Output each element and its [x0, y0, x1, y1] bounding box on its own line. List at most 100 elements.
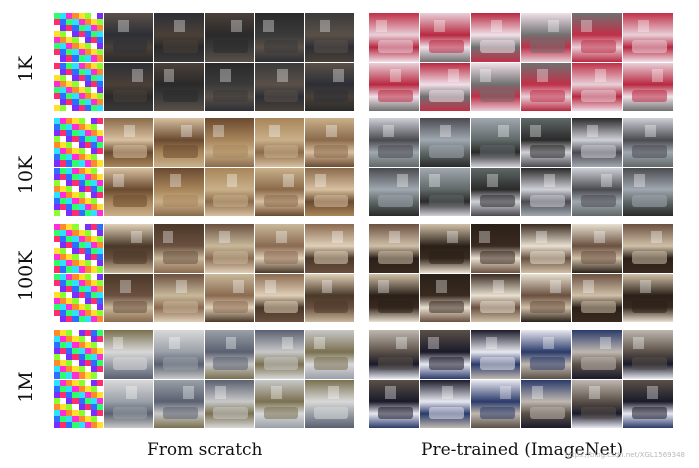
from-scratch-grid-row — [54, 13, 354, 111]
sample-image-tile — [369, 273, 419, 322]
sample-image-tile — [104, 224, 154, 273]
sample-image-tile — [104, 273, 154, 322]
pretrained-grid-row — [369, 13, 673, 111]
sample-image-tile — [419, 273, 470, 322]
sample-image-tile — [572, 167, 623, 216]
sample-image-tile — [254, 330, 304, 379]
sample-image-tile — [154, 62, 204, 111]
sample-image-tile — [419, 62, 470, 111]
sample-image-tile — [154, 167, 204, 216]
sample-image-tile — [419, 330, 470, 379]
sample-image-tile — [572, 379, 623, 428]
sample-image-tile — [521, 62, 572, 111]
sample-image-tile — [304, 62, 354, 111]
sample-image-tile — [54, 13, 104, 62]
sample-image-tile — [623, 118, 673, 167]
sample-image-tile — [154, 118, 204, 167]
sample-image-tile — [623, 224, 673, 273]
sample-image-tile — [104, 379, 154, 428]
sample-image-tile — [623, 13, 673, 62]
sample-image-tile — [419, 379, 470, 428]
sample-image-tile — [623, 167, 673, 216]
pretrained-grid-row — [369, 118, 673, 216]
sample-image-tile — [54, 273, 104, 322]
from-scratch-grid-row — [54, 224, 354, 322]
sample-image-tile — [54, 379, 104, 428]
sample-image-tile — [304, 167, 354, 216]
sample-image-tile — [254, 167, 304, 216]
row-label-1k: 1K — [15, 55, 37, 83]
sample-image-tile — [419, 13, 470, 62]
sample-image-tile — [54, 224, 104, 273]
sample-image-tile — [521, 379, 572, 428]
sample-image-tile — [572, 13, 623, 62]
watermark: https://blog.csdn.net/XGL1569348 — [564, 451, 685, 459]
sample-image-tile — [572, 273, 623, 322]
sample-image-tile — [304, 224, 354, 273]
sample-image-tile — [572, 118, 623, 167]
sample-image-tile — [521, 167, 572, 216]
sample-image-tile — [623, 330, 673, 379]
sample-image-tile — [470, 273, 521, 322]
sample-image-tile — [204, 118, 254, 167]
sample-image-tile — [204, 62, 254, 111]
sample-image-tile — [104, 167, 154, 216]
sample-image-tile — [623, 379, 673, 428]
sample-image-tile — [470, 62, 521, 111]
sample-image-tile — [521, 13, 572, 62]
sample-image-tile — [304, 13, 354, 62]
from-scratch-grid-row — [54, 118, 354, 216]
sample-image-tile — [154, 224, 204, 273]
sample-image-tile — [154, 273, 204, 322]
sample-image-tile — [104, 118, 154, 167]
sample-image-tile — [369, 330, 419, 379]
sample-image-tile — [154, 13, 204, 62]
row-label-100k: 100K — [15, 250, 37, 301]
caption-from-scratch: From scratch — [147, 440, 263, 460]
sample-image-tile — [419, 167, 470, 216]
sample-image-tile — [104, 13, 154, 62]
sample-image-tile — [154, 379, 204, 428]
sample-image-tile — [369, 167, 419, 216]
sample-image-tile — [304, 379, 354, 428]
sample-image-tile — [623, 62, 673, 111]
sample-image-tile — [521, 273, 572, 322]
sample-image-tile — [204, 13, 254, 62]
from-scratch-grid-row — [54, 330, 354, 428]
sample-image-tile — [369, 118, 419, 167]
sample-image-tile — [104, 62, 154, 111]
sample-image-tile — [470, 330, 521, 379]
sample-image-tile — [304, 273, 354, 322]
row-label-10k: 10K — [15, 155, 37, 195]
sample-image-tile — [572, 224, 623, 273]
sample-image-tile — [254, 118, 304, 167]
sample-image-tile — [470, 167, 521, 216]
pretrained-grid-row — [369, 224, 673, 322]
sample-image-tile — [419, 224, 470, 273]
sample-image-tile — [204, 167, 254, 216]
sample-image-tile — [470, 13, 521, 62]
sample-image-tile — [54, 167, 104, 216]
sample-image-tile — [369, 224, 419, 273]
pretrained-grid-row — [369, 330, 673, 428]
sample-image-tile — [304, 118, 354, 167]
sample-image-tile — [521, 330, 572, 379]
sample-image-tile — [204, 273, 254, 322]
sample-image-tile — [470, 224, 521, 273]
sample-image-tile — [54, 118, 104, 167]
sample-image-tile — [419, 118, 470, 167]
sample-image-tile — [521, 224, 572, 273]
sample-image-tile — [369, 62, 419, 111]
sample-image-tile — [572, 330, 623, 379]
sample-image-tile — [521, 118, 572, 167]
sample-image-tile — [104, 330, 154, 379]
sample-image-tile — [304, 330, 354, 379]
sample-image-tile — [254, 273, 304, 322]
sample-image-tile — [572, 62, 623, 111]
sample-image-tile — [204, 224, 254, 273]
sample-image-tile — [54, 330, 104, 379]
sample-image-tile — [204, 379, 254, 428]
sample-image-tile — [54, 62, 104, 111]
sample-image-tile — [254, 224, 304, 273]
sample-image-tile — [254, 13, 304, 62]
